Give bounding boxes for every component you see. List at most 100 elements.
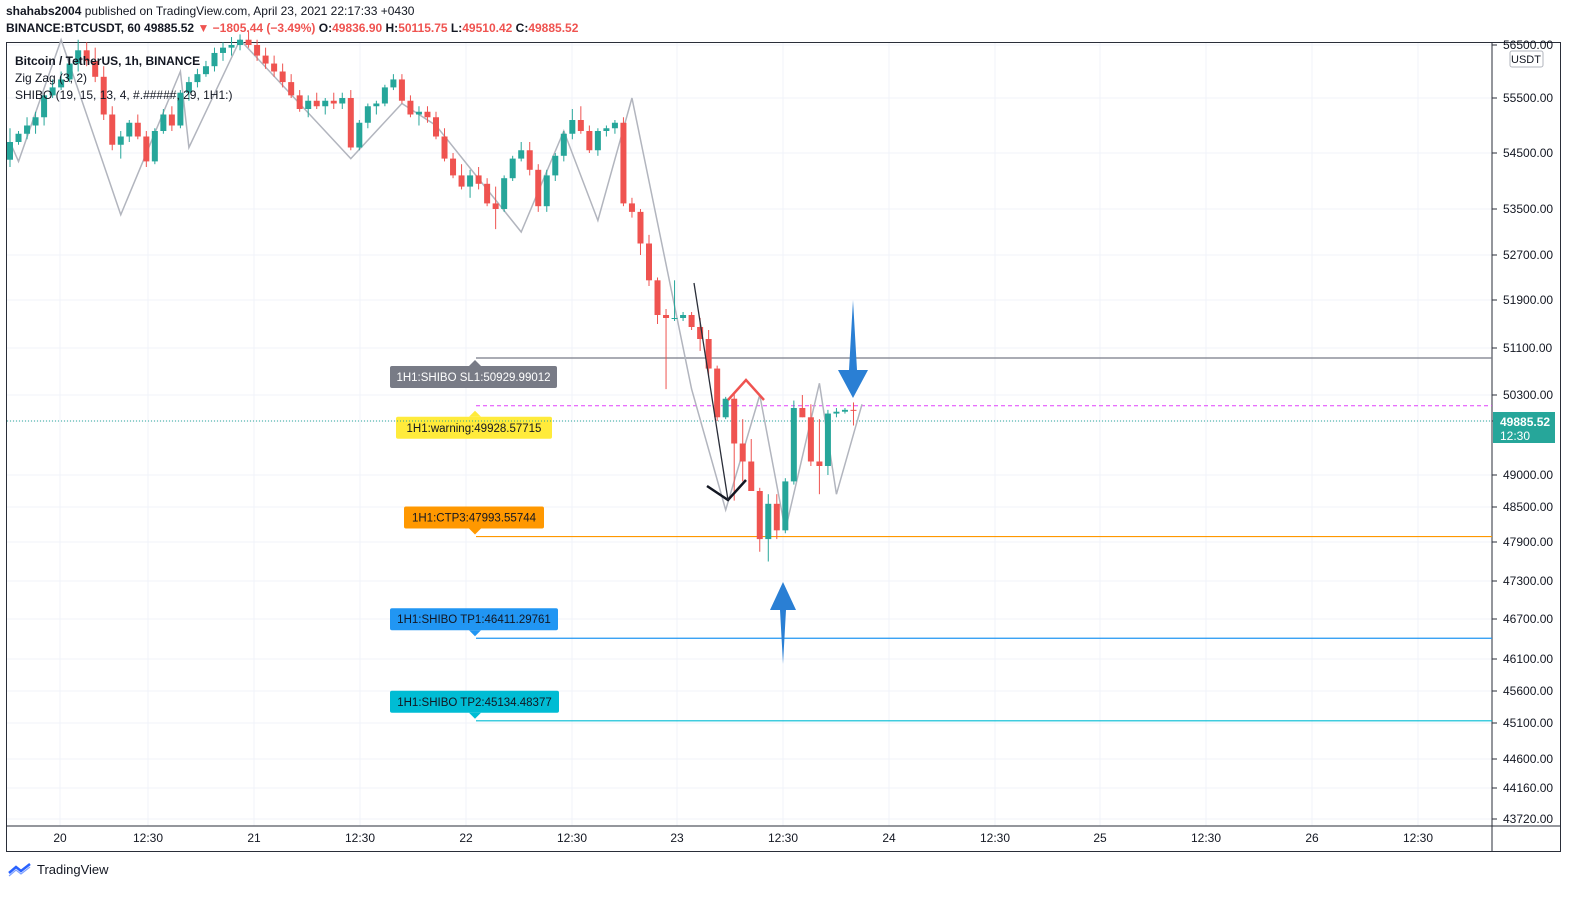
candle-body — [739, 443, 746, 462]
close-value: 49885.52 — [528, 21, 579, 35]
level-label-pointer — [469, 712, 481, 719]
candle-body — [637, 211, 644, 244]
candle-body — [841, 409, 848, 412]
y-tick-label: 55500.00 — [1503, 91, 1553, 105]
x-tick-label: 12:30 — [1191, 831, 1221, 845]
y-tick-label: 49000.00 — [1503, 468, 1553, 482]
candle-body — [671, 318, 678, 319]
low-label: L: — [450, 21, 463, 35]
candle-body — [151, 131, 158, 162]
candle-body — [688, 315, 695, 327]
candle-body — [756, 491, 763, 540]
candle-body — [168, 114, 175, 126]
change-value: −1805.44 (−3.49%) — [212, 21, 316, 35]
candle-body — [160, 114, 167, 131]
candle-body — [271, 63, 278, 72]
candle-body — [262, 55, 269, 64]
level-label-pointer — [469, 410, 481, 417]
candle-body — [254, 45, 261, 56]
candle-body — [731, 398, 738, 444]
level-label-text: 1H1:SHIBO TP2:45134.48377 — [397, 697, 552, 709]
candle-body — [134, 122, 141, 137]
legend-shibo[interactable]: SHIBO (19, 15, 13, 4, #.#####, 29, 1H1:) — [15, 88, 233, 102]
candle-body — [415, 111, 422, 115]
candle-body — [586, 131, 593, 151]
footer-brand[interactable]: TradingView — [8, 862, 109, 877]
candle-body — [83, 50, 90, 61]
candle-body — [543, 175, 550, 207]
candle-body — [117, 136, 124, 145]
candle-body — [185, 82, 192, 93]
x-tick-label: 20 — [53, 831, 67, 845]
open-label: O: — [318, 21, 333, 35]
low-value: 49510.42 — [462, 21, 513, 35]
y-tick-label: 44160.00 — [1503, 781, 1553, 795]
level-label-text: 1H1:warning:49928.57715 — [407, 423, 542, 435]
y-tick-label: 56500.00 — [1503, 38, 1553, 52]
currency-badge-label: USDT — [1511, 54, 1541, 66]
x-tick-label: 21 — [247, 831, 261, 845]
zigzag-line — [9, 37, 863, 531]
candle-body — [535, 169, 542, 207]
candle-body — [194, 74, 201, 83]
symbol-label: BINANCE:BTCUSDT, 60 — [6, 21, 141, 35]
candle-body — [296, 95, 303, 109]
y-tick-label: 54500.00 — [1503, 146, 1553, 160]
candle-body — [560, 133, 567, 156]
author-name[interactable]: shahabs2004 — [6, 4, 82, 18]
trend-line — [693, 282, 729, 501]
y-tick-label: 45600.00 — [1503, 684, 1553, 698]
x-tick-label: 12:30 — [557, 831, 587, 845]
candle-body — [816, 461, 823, 466]
x-tick-label: 12:30 — [768, 831, 798, 845]
candle-body — [552, 155, 559, 176]
candle-body — [458, 175, 465, 187]
y-tick-label: 44600.00 — [1503, 752, 1553, 766]
candle-body — [339, 98, 346, 104]
red-chevron-up-icon — [727, 378, 765, 401]
current-price-tag — [1493, 412, 1555, 443]
candle-body — [228, 45, 235, 48]
candle-body — [109, 114, 116, 145]
candle-body — [202, 66, 209, 75]
candle-body — [807, 417, 814, 462]
footer-brand-label: TradingView — [37, 862, 109, 877]
high-label: H: — [385, 21, 399, 35]
candle-body — [177, 92, 184, 126]
level-label-box — [396, 416, 552, 439]
candle-body — [424, 111, 431, 118]
legend-title: Bitcoin / TetherUS, 1h, BINANCE — [15, 54, 201, 68]
candle-body — [577, 120, 584, 131]
candle-body — [441, 136, 448, 159]
ohlc-bar: BINANCE:BTCUSDT, 60 49885.52 ▼ −1805.44 … — [6, 21, 578, 35]
legend-zigzag[interactable]: Zig Zag (3, 2) — [15, 71, 88, 85]
candle-body — [705, 339, 712, 369]
candle-body — [364, 106, 371, 123]
x-tick-label: 22 — [459, 831, 473, 845]
candle-body — [220, 47, 226, 53]
level-label-text: 1H1:SHIBO TP1:46411.29761 — [397, 614, 551, 626]
candle-body — [824, 413, 831, 466]
candle-body — [467, 175, 474, 187]
level-label-box — [390, 690, 559, 713]
candle-body — [850, 409, 857, 411]
candle-body — [663, 315, 670, 318]
chart-frame[interactable] — [6, 42, 1561, 852]
y-tick-label: 51100.00 — [1503, 341, 1552, 355]
candle-body — [748, 461, 755, 491]
candle-body — [492, 203, 499, 209]
currency-badge[interactable] — [1509, 50, 1544, 68]
candle-body — [41, 95, 48, 118]
candle-body — [279, 71, 286, 83]
candle-body — [398, 79, 405, 101]
candle-body — [722, 398, 729, 418]
candle-body — [237, 39, 244, 45]
candle-body — [32, 117, 39, 126]
candle-body — [765, 503, 772, 540]
last-price: 49885.52 — [144, 21, 195, 35]
candle-body — [92, 60, 99, 77]
candle-body — [594, 131, 601, 151]
candle-body — [833, 411, 840, 414]
candle-body — [773, 503, 780, 531]
